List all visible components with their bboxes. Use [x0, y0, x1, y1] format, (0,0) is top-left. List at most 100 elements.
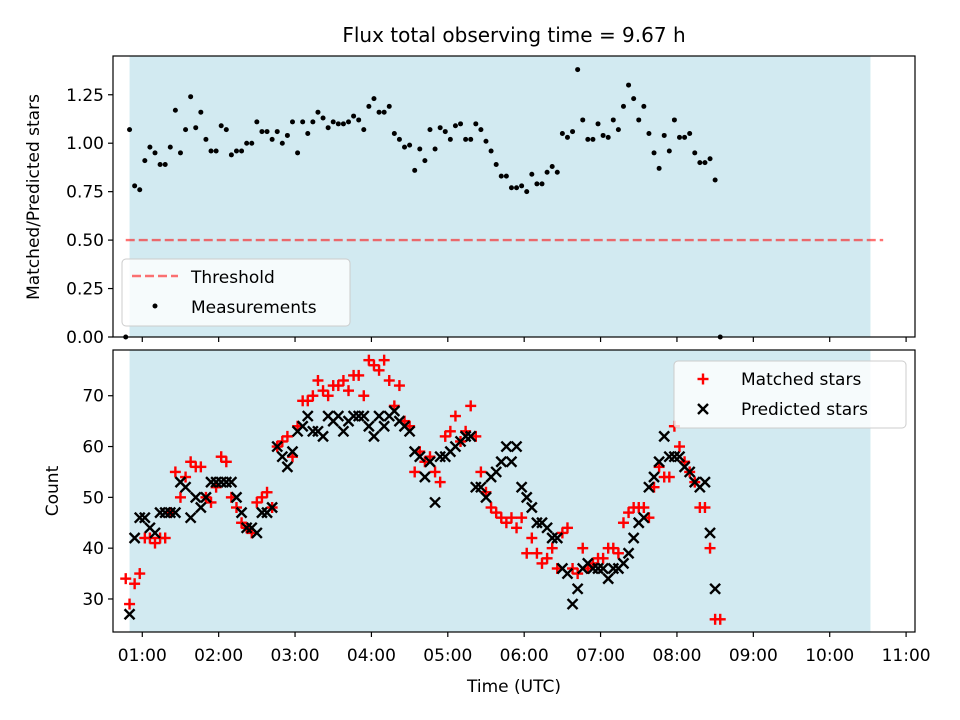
bottom-points-layer: [120, 354, 726, 625]
predicted-star-point: [235, 506, 248, 519]
predicted-star-point: [709, 582, 721, 595]
measurement-point: [483, 138, 489, 144]
predicted-star-point: [149, 527, 161, 539]
measurement-point: [361, 127, 367, 133]
matched-star-point: [485, 502, 497, 514]
matched-star-point: [409, 466, 421, 478]
predicted-star-point: [551, 532, 564, 544]
predicted-star-point: [520, 491, 533, 504]
measurement-point: [310, 119, 316, 125]
bottom-y-axis: 30 40 50 60 70: [82, 387, 113, 610]
x-stroke-b: [697, 403, 709, 415]
predicted-star-point: [627, 532, 640, 544]
measurement-point: [559, 131, 565, 137]
matched-star-point: [521, 547, 533, 559]
matched-star-point: [332, 380, 344, 392]
measurement-point: [208, 148, 214, 154]
x-stroke-b: [225, 476, 238, 488]
x-stroke-b: [286, 445, 299, 458]
matched-star-point: [612, 547, 624, 559]
matched-star-point: [638, 502, 650, 514]
predicted-star-point: [515, 481, 528, 494]
measurement-point: [707, 156, 713, 162]
measurement-point: [468, 136, 474, 142]
x-stroke-b: [398, 420, 411, 433]
measurement-point: [478, 127, 484, 133]
x-stroke-b: [332, 410, 345, 422]
matched-star-point: [699, 502, 711, 514]
measurement-point: [142, 158, 148, 164]
measurement-point: [228, 152, 234, 158]
measurement-point: [595, 121, 601, 127]
matched-star-point: [307, 390, 319, 402]
top-axes-frame: [112, 55, 916, 338]
top-y-tick-label: 0.75: [66, 183, 104, 203]
x-stroke-b: [480, 491, 492, 504]
x-stroke-b: [378, 420, 391, 433]
predicted-star-point: [138, 511, 151, 524]
x-stroke-b: [500, 440, 513, 453]
measurement-point: [127, 127, 133, 133]
measurement-point: [687, 131, 693, 137]
measurement-point: [325, 125, 331, 131]
legend-predicted-label: Predicted stars: [741, 400, 868, 420]
x-stroke-b: [424, 455, 436, 468]
measurement-point: [177, 150, 183, 156]
predicted-star-point: [169, 506, 182, 519]
x-stroke-b: [699, 476, 711, 488]
matched-star-point: [546, 542, 558, 554]
predicted-star-point: [622, 547, 635, 560]
x-stroke-b: [317, 430, 329, 443]
matched-star-point: [434, 476, 446, 488]
measurement-point: [152, 150, 158, 156]
x-stroke-b: [138, 511, 151, 524]
measurement-point: [636, 117, 642, 123]
measurement-point: [254, 119, 260, 125]
x-stroke-b: [123, 608, 136, 621]
predicted-star-point: [510, 440, 523, 453]
legend-predicted-swatch: [697, 403, 709, 415]
measurement-point: [391, 131, 397, 137]
predicted-star-point: [296, 420, 309, 433]
predicted-star-point: [276, 450, 289, 463]
matched-star-point: [617, 517, 629, 529]
top-y-tick-label: 0.50: [66, 231, 104, 251]
top-y-axis-label: Matched/Predicted stars: [24, 94, 44, 300]
measurement-point: [493, 162, 499, 168]
measurement-point: [132, 183, 138, 189]
measurement-point: [590, 136, 596, 142]
x-stroke-b: [643, 481, 655, 494]
matched-star-point: [180, 471, 192, 483]
measurement-point: [529, 171, 535, 177]
measurement-point: [300, 119, 306, 125]
measurement-point: [157, 162, 163, 168]
measurement-point: [641, 103, 647, 109]
x-stroke-b: [357, 410, 370, 422]
measurement-point: [305, 131, 311, 137]
bottom-x-tick-label: 02:00: [194, 646, 243, 666]
x-stroke-b: [475, 481, 487, 494]
x-stroke-b: [235, 506, 248, 519]
predicted-star-point: [363, 420, 375, 433]
measurement-point: [417, 146, 423, 152]
predicted-star-point: [357, 410, 370, 422]
x-stroke-b: [581, 557, 594, 570]
measurement-point: [183, 127, 189, 133]
x-stroke-b: [408, 445, 421, 458]
measurement-point: [447, 136, 453, 142]
matched-star-point: [393, 380, 405, 392]
x-axis-label: Time (UTC): [466, 677, 561, 697]
predicted-star-point: [388, 405, 401, 417]
predicted-star-point: [281, 461, 294, 473]
x-stroke-b: [276, 450, 289, 463]
matched-star-point: [322, 390, 334, 402]
x-stroke-b: [520, 491, 533, 504]
measurement-point: [656, 165, 662, 171]
predicted-star-point: [251, 527, 263, 539]
x-stroke-b: [393, 415, 406, 427]
measurement-point: [580, 117, 586, 123]
bottom-legend: Matched stars Predicted stars: [673, 360, 907, 429]
measurement-point: [702, 160, 708, 166]
bottom-legend-box: [673, 360, 907, 429]
measurement-point: [442, 129, 448, 135]
